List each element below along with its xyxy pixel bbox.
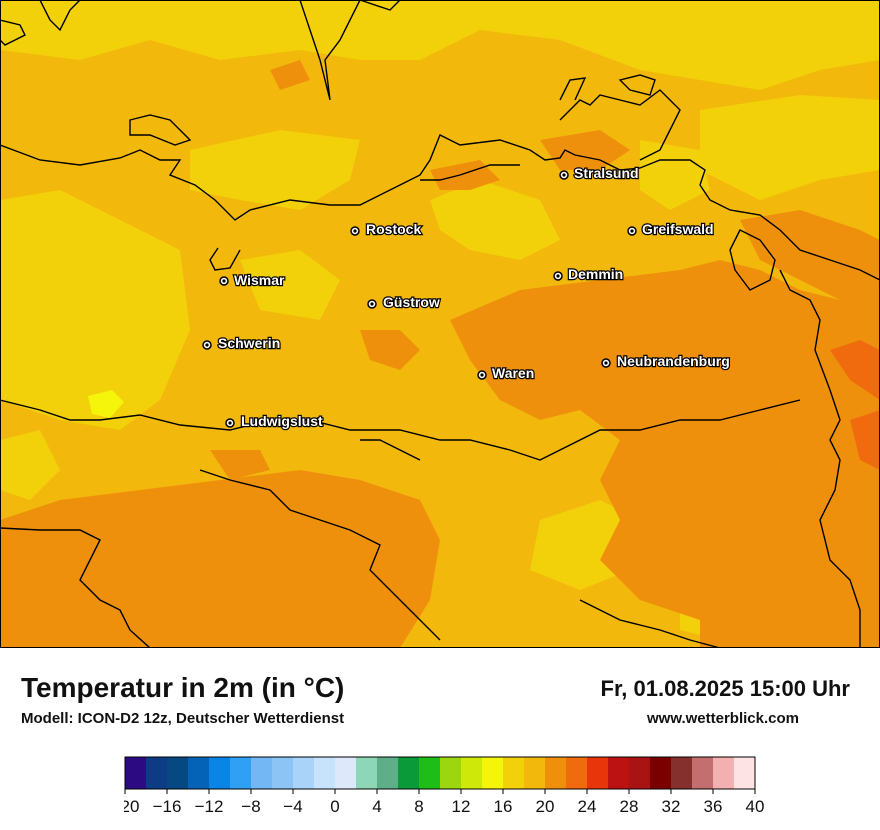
city-waren[interactable]: Waren: [477, 364, 535, 382]
colorbar-tick-label: −16: [153, 797, 182, 816]
city-label-ludwigslust: Ludwigslust: [241, 413, 323, 429]
colorbar-tick-label: 20: [536, 797, 555, 816]
colorbar-border: [124, 756, 756, 790]
colorbar-tick-label: 12: [452, 797, 471, 816]
city-demmin[interactable]: Demmin: [553, 265, 624, 283]
colorbar-tick-label: 0: [330, 797, 339, 816]
colorbar-swatch: [125, 757, 147, 789]
colorbar-tick-label: 32: [662, 797, 681, 816]
colorbar-tick-label: −12: [195, 797, 224, 816]
colorbar-swatch: [272, 757, 294, 789]
city-label-wismar: Wismar: [234, 272, 285, 288]
city-label-neubrandenburg: Neubrandenburg: [617, 353, 730, 369]
city-markers: Stralsund Rostock Greifswald Wismar Demm…: [202, 164, 731, 430]
city-label-demmin: Demmin: [568, 266, 623, 282]
colorbar-swatch: [356, 757, 378, 789]
colorbar-swatch: [545, 757, 567, 789]
colorbar-swatch: [167, 757, 189, 789]
colorbar-tick-label: 16: [494, 797, 513, 816]
colorbar-swatch: [503, 757, 525, 789]
colorbar-swatch: [650, 757, 672, 789]
city-ludwigslust[interactable]: Ludwigslust: [225, 412, 324, 430]
colorbar-tick-label: 36: [704, 797, 723, 816]
colorbar-swatch: [188, 757, 210, 789]
forecast-datetime: Fr, 01.08.2025 15:00 Uhr: [600, 676, 851, 701]
colorbar-swatch: [209, 757, 231, 789]
colorbar-swatch: [251, 757, 273, 789]
city-label-schwerin: Schwerin: [218, 335, 280, 351]
city-neubrandenburg[interactable]: Neubrandenburg: [601, 352, 731, 370]
colorbar-swatch: [146, 757, 168, 789]
colorbar-tick-label: −20: [124, 797, 139, 816]
city-stralsund[interactable]: Stralsund: [559, 164, 640, 182]
colorbar-swatch: [734, 757, 756, 789]
colorbar-swatch: [230, 757, 252, 789]
colorbar-tick-label: −8: [241, 797, 260, 816]
city-wismar[interactable]: Wismar: [219, 271, 286, 289]
colorbar-swatch: [482, 757, 504, 789]
city-rostock[interactable]: Rostock: [350, 220, 423, 238]
city-label-waren: Waren: [492, 365, 534, 381]
colorbar-tick-label: −4: [283, 797, 302, 816]
colorbar-tick-label: 8: [414, 797, 423, 816]
temperature-20-22-areas: [0, 60, 880, 648]
city-greifswald[interactable]: Greifswald: [627, 220, 715, 238]
colorbar-tick-label: 28: [620, 797, 639, 816]
colorbar-swatch: [377, 757, 399, 789]
colorbar-swatch: [629, 757, 651, 789]
temperature-14-16-spot: [88, 390, 124, 418]
colorbar-swatch: [608, 757, 630, 789]
coastlines-and-borders: [0, 0, 880, 649]
city-label-guestrow: Güstrow: [383, 294, 440, 310]
city-label-rostock: Rostock: [366, 221, 421, 237]
website-link[interactable]: www.wetterblick.com: [647, 710, 799, 727]
colorbar-tick-label: 4: [372, 797, 381, 816]
colorbar-swatch: [440, 757, 462, 789]
temperature-map-svg: Stralsund Rostock Greifswald Wismar Demm…: [0, 0, 880, 649]
model-subtitle: Modell: ICON-D2 12z, Deutscher Wetterdie…: [21, 710, 345, 727]
colorbar-swatch: [293, 757, 315, 789]
colorbar-tick-label: 24: [578, 797, 597, 816]
temperature-colorbar: −20 −16 −12 −8 −4 0 4 8 12 16 20 24 28 32 36 40: [124, 756, 764, 816]
colorbar-swatch: [587, 757, 609, 789]
colorbar-swatch: [524, 757, 546, 789]
weather-map: Stralsund Rostock Greifswald Wismar Demm…: [0, 0, 880, 649]
city-label-stralsund: Stralsund: [574, 165, 639, 181]
colorbar-swatch: [566, 757, 588, 789]
city-label-greifswald: Greifswald: [642, 221, 714, 237]
colorbar-swatch: [398, 757, 420, 789]
colorbar-tick-label: 40: [746, 797, 764, 816]
city-schwerin[interactable]: Schwerin: [202, 334, 281, 352]
city-guestrow[interactable]: Güstrow: [367, 293, 441, 311]
map-title: Temperatur in 2m (in °C): [21, 672, 345, 703]
colorbar-swatch: [314, 757, 336, 789]
colorbar-ticks: −20 −16 −12 −8 −4 0 4 8 12 16 20 24 28 32 36 40: [124, 789, 764, 816]
temperature-22-24-areas: [830, 340, 880, 470]
temperature-16-18-areas: [0, 0, 880, 640]
colorbar-swatch: [692, 757, 714, 789]
map-footer: Temperatur in 2m (in °C) Modell: ICON-D2…: [0, 648, 880, 830]
colorbar-swatch: [671, 757, 693, 789]
colorbar-swatches: [125, 757, 756, 789]
colorbar-swatch: [419, 757, 441, 789]
colorbar-swatch: [461, 757, 483, 789]
colorbar-swatch: [335, 757, 357, 789]
colorbar-swatch: [713, 757, 735, 789]
